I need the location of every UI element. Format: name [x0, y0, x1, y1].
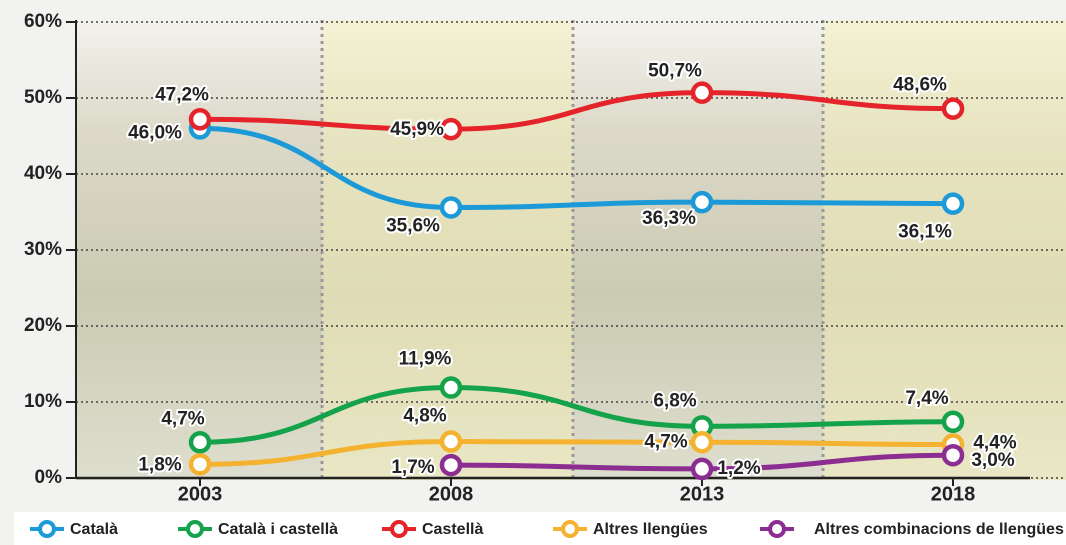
- data-point: [191, 433, 209, 451]
- legend-swatch-marker: [392, 522, 406, 536]
- data-label: 35,6%: [386, 215, 440, 236]
- data-point: [191, 110, 209, 128]
- data-point: [944, 413, 962, 431]
- data-point: [944, 195, 962, 213]
- legend-label: Castellà: [422, 521, 483, 538]
- legend-label: Altres llengües: [593, 521, 708, 538]
- y-tick-label: 20%: [24, 315, 62, 336]
- data-label: 45,9%: [390, 119, 444, 140]
- x-tick-label: 2008: [429, 483, 474, 505]
- y-tick-label: 60%: [24, 11, 62, 32]
- data-label: 4,7%: [161, 408, 204, 429]
- data-label: 36,1%: [898, 222, 952, 243]
- legend-swatch-marker: [770, 522, 784, 536]
- data-point: [693, 460, 711, 478]
- data-point: [944, 446, 962, 464]
- data-label: 1,2%: [717, 458, 760, 479]
- x-tick-label: 2003: [178, 483, 223, 505]
- data-label: 50,7%: [648, 61, 702, 82]
- legend-swatch-marker: [40, 522, 54, 536]
- legend-label: Català i castellà: [218, 521, 338, 538]
- data-label: 4,7%: [644, 431, 687, 452]
- legend-label: Català: [70, 521, 118, 538]
- data-label: 3,0%: [971, 450, 1014, 471]
- data-point: [442, 120, 460, 138]
- data-point: [693, 84, 711, 102]
- data-label: 11,9%: [399, 349, 452, 370]
- page: 0% 10% 20% 30% 40% 50% 60% 2003 2008 2013 2018 46,0…: [0, 0, 1066, 545]
- data-point: [191, 455, 209, 473]
- data-label: 7,4%: [905, 388, 948, 409]
- data-label: 46,0%: [128, 122, 182, 143]
- data-point: [442, 198, 460, 216]
- y-tick-label: 50%: [24, 87, 62, 108]
- data-point: [944, 100, 962, 118]
- data-label: 48,6%: [893, 75, 947, 96]
- y-tick-label: 40%: [24, 163, 62, 184]
- data-label: 1,8%: [138, 454, 181, 475]
- y-tick-label: 0%: [35, 467, 63, 488]
- data-label: 47,2%: [155, 84, 209, 105]
- legend-label: Altres combinacions de llengües: [814, 521, 1064, 538]
- chart: 0% 10% 20% 30% 40% 50% 60% 2003 2008 2013 2018 46,0…: [0, 0, 1066, 545]
- legend-swatch-marker: [188, 522, 202, 536]
- y-tick-label: 10%: [24, 391, 62, 412]
- legend-swatch-marker: [563, 522, 577, 536]
- data-label: 4,8%: [403, 406, 446, 427]
- x-tick-label: 2013: [680, 483, 725, 505]
- x-tick-label: 2018: [931, 483, 976, 505]
- y-tick-label: 30%: [24, 239, 62, 260]
- data-label: 36,3%: [642, 208, 696, 229]
- data-label: 6,8%: [653, 390, 696, 411]
- data-point: [442, 433, 460, 451]
- data-point: [442, 456, 460, 474]
- data-label: 1,7%: [391, 457, 434, 478]
- data-point: [442, 379, 460, 397]
- data-point: [693, 433, 711, 451]
